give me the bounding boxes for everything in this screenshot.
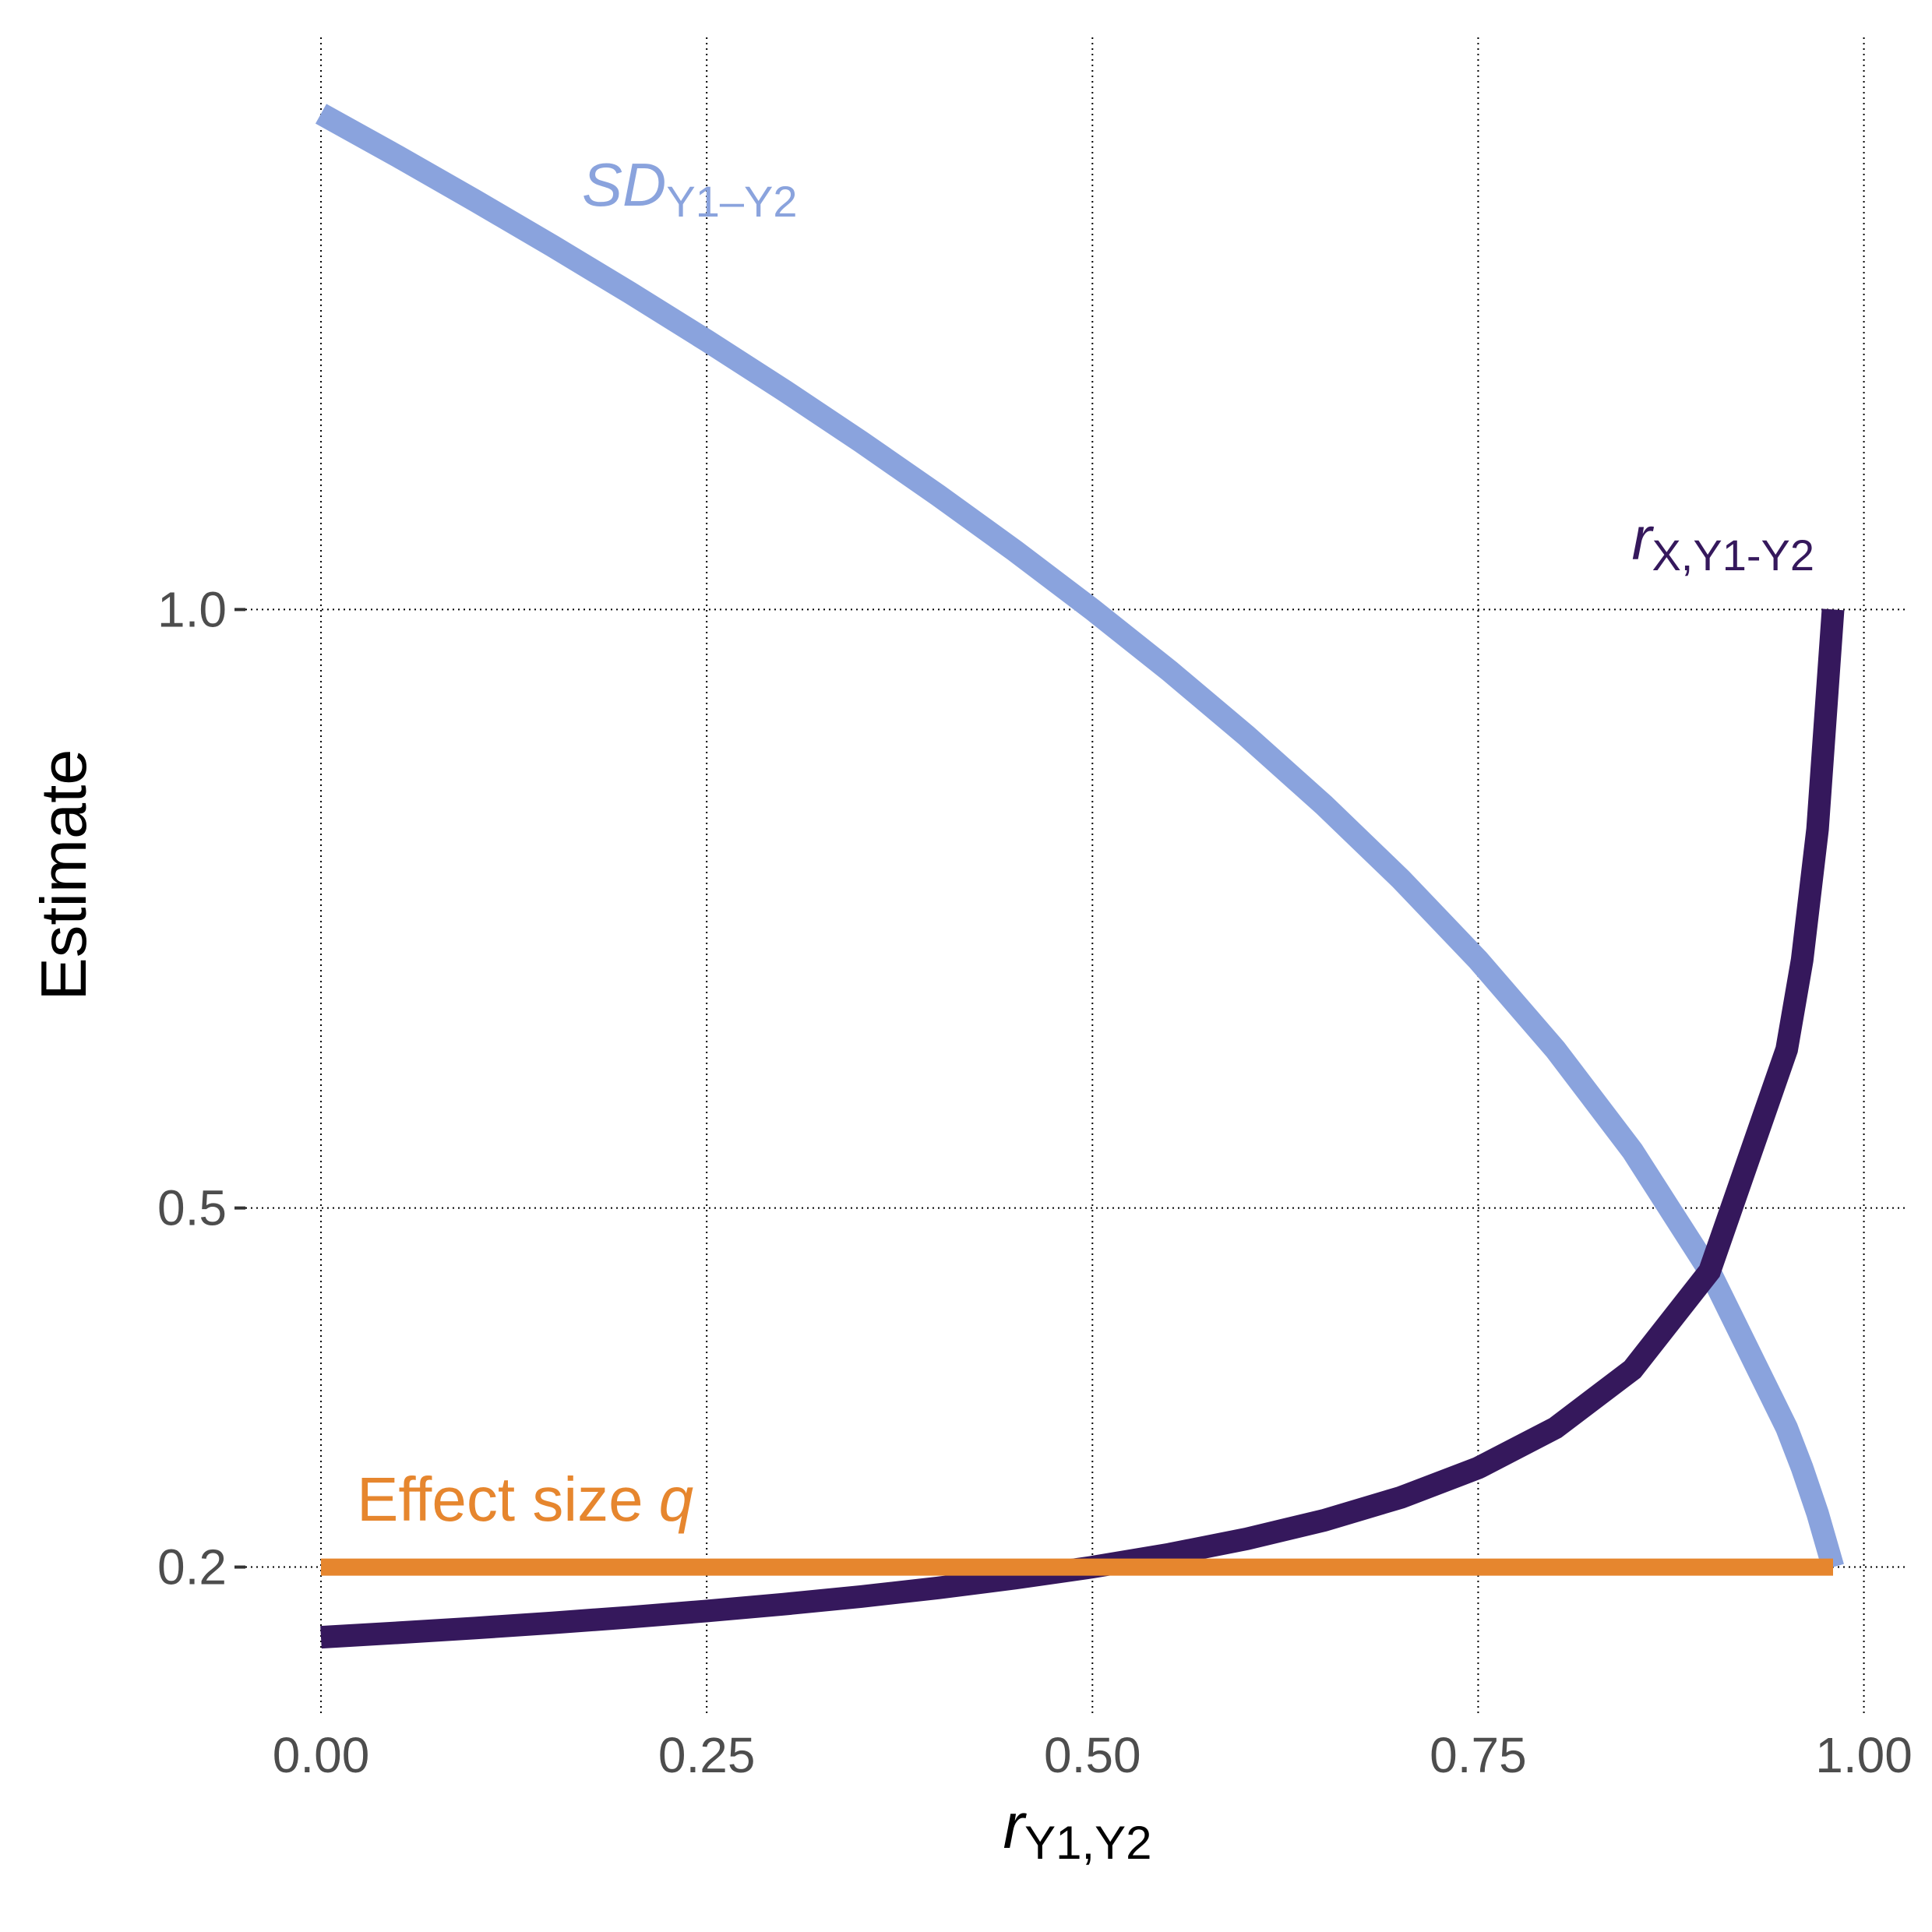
x-tick-label: 1.00 xyxy=(1815,1727,1913,1783)
x-title-subscript: Y1,Y2 xyxy=(1024,1817,1151,1869)
series-label: SDY1–Y2 xyxy=(582,150,798,226)
series-label-symbol: q xyxy=(659,1465,694,1534)
x-tick-label: 0.50 xyxy=(1044,1727,1141,1783)
series-label-main: SD xyxy=(582,150,666,219)
x-tick-label: 0.25 xyxy=(658,1727,756,1783)
y-tick-label: 0.5 xyxy=(157,1180,227,1236)
y-tick-label: 1.0 xyxy=(157,581,227,637)
series-label-main: r xyxy=(1631,504,1654,573)
series-label-subscript: Y1–Y2 xyxy=(666,177,797,226)
x-tick-label: 0.75 xyxy=(1430,1727,1527,1783)
series-label-main: Effect size xyxy=(357,1465,643,1534)
x-axis-title: rY1,Y2 xyxy=(1003,1789,1151,1869)
x-title-main: r xyxy=(1003,1789,1027,1862)
x-tick-label: 0.00 xyxy=(273,1727,370,1783)
series-label: rX,Y1-Y2 xyxy=(1631,504,1814,580)
series-line xyxy=(320,608,1845,1649)
series-line xyxy=(315,104,1844,1571)
series-label: Effect size q xyxy=(357,1465,693,1534)
series-label-subscript: X,Y1-Y2 xyxy=(1652,531,1814,580)
y-axis-title: Estimate xyxy=(27,749,100,1001)
y-tick-label: 0.2 xyxy=(157,1539,227,1595)
